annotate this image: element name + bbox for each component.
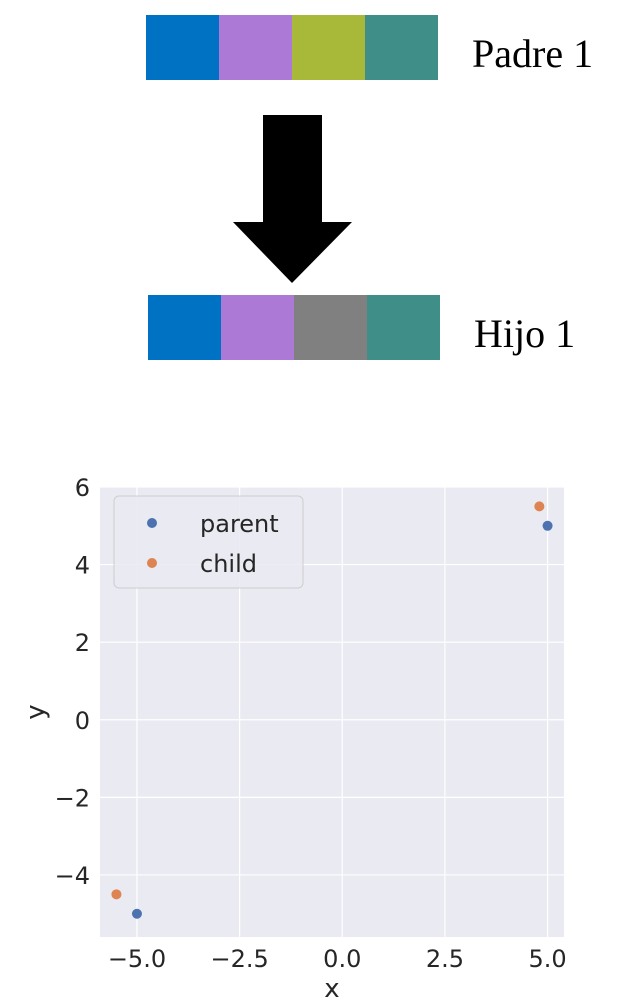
parent-chromosome xyxy=(146,15,438,80)
legend-label-child: child xyxy=(200,550,257,578)
parent-label: Padre 1 xyxy=(472,31,594,76)
child-gene-2 xyxy=(221,295,294,360)
data-point-child xyxy=(534,501,545,512)
x-tick-label: −2.5 xyxy=(210,945,268,973)
arrow-shape xyxy=(233,115,352,283)
parent-gene-3 xyxy=(292,15,365,80)
down-arrow-icon xyxy=(233,115,352,283)
y-tick-label: 0 xyxy=(75,707,90,735)
y-tick-label: −2 xyxy=(55,784,90,812)
child-gene-3 xyxy=(294,295,367,360)
legend-label-parent: parent xyxy=(200,510,279,538)
y-tick-label: 6 xyxy=(75,474,90,502)
legend-box xyxy=(113,495,304,589)
x-tick-label: 0.0 xyxy=(323,945,361,973)
y-axis-label: y xyxy=(21,704,51,719)
parent-gene-4 xyxy=(365,15,438,80)
x-tick-label: 5.0 xyxy=(528,945,566,973)
child-gene-4 xyxy=(367,295,440,360)
scatter-chart: −5.0 −2.5 0.0 2.5 5.0 −4 −2 0 2 4 6 x y parent child xyxy=(21,474,567,1004)
legend-marker-parent xyxy=(147,518,157,528)
y-tick-label: −4 xyxy=(55,862,90,890)
data-point-parent xyxy=(542,520,553,531)
parent-gene-1 xyxy=(146,15,219,80)
y-tick-label: 2 xyxy=(75,629,90,657)
child-label: Hijo 1 xyxy=(474,311,576,356)
data-point-child xyxy=(111,889,122,900)
x-tick-label: 2.5 xyxy=(426,945,464,973)
x-tick-label: −5.0 xyxy=(108,945,166,973)
child-chromosome xyxy=(148,295,440,360)
data-point-parent xyxy=(131,908,142,919)
legend-marker-child xyxy=(147,558,157,568)
y-tick-label: 4 xyxy=(75,552,90,580)
parent-gene-2 xyxy=(219,15,292,80)
x-axis-label: x xyxy=(324,974,339,1004)
child-gene-1 xyxy=(148,295,221,360)
